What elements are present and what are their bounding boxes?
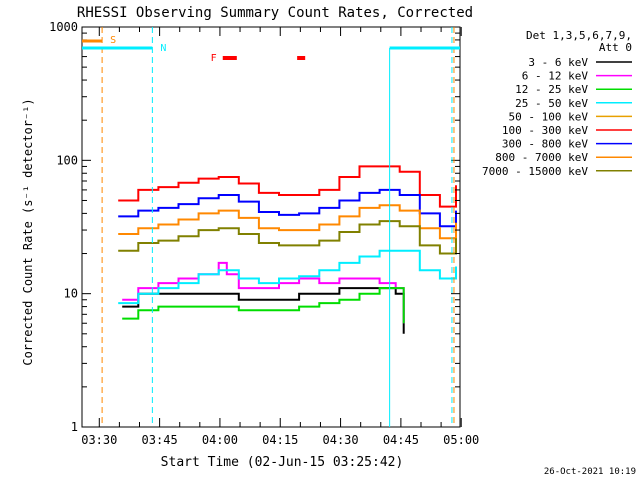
plot-area <box>118 165 457 334</box>
x-tick-label: 03:30 <box>81 433 117 447</box>
legend-label: 12 - 25 keV <box>515 83 588 96</box>
chart-title: RHESSI Observing Summary Count Rates, Co… <box>77 5 473 21</box>
series-line-3 <box>118 249 457 305</box>
y-tick-label: 10 <box>64 287 78 301</box>
series-line-5 <box>118 165 457 208</box>
legend-header-2: Att 0 <box>599 41 632 54</box>
legend-label: 300 - 800 keV <box>502 138 588 151</box>
x-tick-label: 04:30 <box>323 433 359 447</box>
x-axis: 03:30 03:45 04:00 04:15 04:30 04:45 05:00 <box>81 27 479 447</box>
series-line-6 <box>118 188 457 228</box>
series-line-2 <box>122 287 405 324</box>
x-tick-label: 04:15 <box>262 433 298 447</box>
series-line-7 <box>118 204 457 240</box>
night-label: N <box>160 43 166 54</box>
x-tick-label: 03:45 <box>142 433 178 447</box>
x-tick-label: 04:45 <box>383 433 419 447</box>
legend-label: 3 - 6 keV <box>528 56 588 69</box>
x-tick-label: 04:00 <box>202 433 238 447</box>
annotations: S N F <box>82 27 460 427</box>
saa-label: S <box>110 35 116 46</box>
y-tick-label: 1 <box>71 420 78 434</box>
legend-label: 6 - 12 keV <box>522 70 589 83</box>
y-tick-label: 100 <box>56 153 78 167</box>
plot-frame <box>81 26 461 428</box>
flare-label: F <box>211 53 217 64</box>
legend-label: 7000 - 15000 keV <box>482 165 588 178</box>
x-axis-label: Start Time (02-Jun-15 03:25:42) <box>161 455 404 470</box>
series-line-8 <box>118 220 457 255</box>
legend-label: 50 - 100 keV <box>509 110 589 123</box>
legend-label: 100 - 300 keV <box>502 124 588 137</box>
legend-header-1: Det 1,3,5,6,7,9, <box>526 29 632 42</box>
y-axis-label: Corrected Count Rate (s⁻¹ detector⁻¹) <box>21 98 35 365</box>
x-tick-label: 05:00 <box>443 433 479 447</box>
legend-label: 800 - 7000 keV <box>495 151 588 164</box>
y-axis: 1 10 100 1000 <box>49 20 460 434</box>
timestamp: 26-Oct-2021 10:19 <box>544 467 636 477</box>
y-tick-label: 1000 <box>49 20 78 34</box>
legend-label: 25 - 50 keV <box>515 97 588 110</box>
